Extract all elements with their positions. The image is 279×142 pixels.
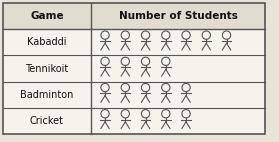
Text: Game: Game [30, 11, 64, 21]
Text: Number of Students: Number of Students [119, 11, 237, 21]
Text: Cricket: Cricket [30, 116, 64, 126]
Text: Tennikoit: Tennikoit [25, 63, 69, 74]
Text: Badminton: Badminton [20, 90, 74, 100]
Bar [3, 3, 265, 29]
Text: Kabaddi: Kabaddi [27, 37, 67, 47]
